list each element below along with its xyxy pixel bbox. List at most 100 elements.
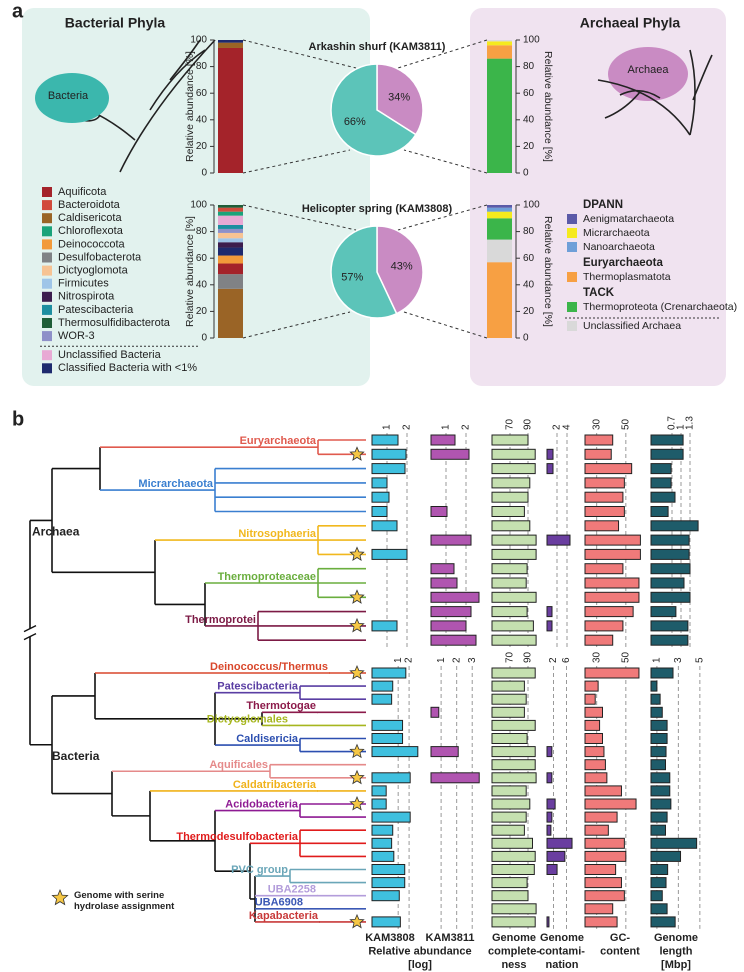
bar bbox=[584, 864, 617, 875]
legend-swatch bbox=[42, 187, 52, 197]
serine-hydrolase-star bbox=[349, 664, 365, 680]
star-legend-label: Genome with serine hydrolase assignment bbox=[74, 890, 175, 912]
bar bbox=[584, 706, 603, 718]
bar bbox=[491, 448, 536, 460]
bar bbox=[650, 634, 689, 646]
bar bbox=[491, 746, 536, 758]
legend-label: Micrarchaeota bbox=[583, 227, 650, 239]
legend-heading: TACK bbox=[583, 287, 615, 299]
bar bbox=[491, 434, 529, 446]
bar bbox=[546, 850, 566, 862]
legend-label: Bacteroidota bbox=[58, 199, 121, 211]
legend-label: Unclassified Bacteria bbox=[58, 349, 162, 361]
serine-hydrolase-star bbox=[349, 446, 365, 461]
clade-label: Nitrosophaeria bbox=[238, 528, 317, 540]
x-tick-label: 90 bbox=[523, 418, 534, 430]
bar bbox=[430, 772, 480, 784]
bar-segment bbox=[487, 218, 512, 240]
serine-hydrolase-star bbox=[349, 913, 365, 929]
bar bbox=[650, 520, 699, 532]
y-tick-label: 80 bbox=[523, 226, 535, 237]
x-tick-label: 70 bbox=[505, 418, 516, 430]
clade-label: Deinococcus/Thermus bbox=[210, 661, 328, 673]
bar bbox=[650, 890, 663, 902]
bar bbox=[650, 746, 667, 758]
clade-label: Micrarchaeota bbox=[138, 478, 213, 490]
x-tick-label: 2 bbox=[552, 424, 563, 430]
y-tick-label: 60 bbox=[196, 88, 208, 99]
legend-swatch bbox=[567, 242, 577, 252]
bar bbox=[584, 850, 627, 862]
bar bbox=[371, 824, 394, 836]
bar bbox=[491, 520, 531, 532]
bar bbox=[584, 693, 596, 705]
y-tick-label: 40 bbox=[196, 114, 208, 125]
bar bbox=[584, 520, 620, 532]
legend-swatch bbox=[42, 318, 52, 328]
clade-label: Acidobacteria bbox=[225, 798, 299, 810]
bar bbox=[584, 746, 605, 758]
column-label: [Mbp] bbox=[661, 959, 691, 971]
clade-label: PVC group bbox=[231, 864, 288, 876]
domain-label: Bacteria bbox=[52, 749, 100, 763]
column-label: Genome bbox=[492, 932, 536, 944]
legend-label: WOR-3 bbox=[58, 330, 95, 342]
y-tick-label: 40 bbox=[523, 279, 535, 290]
y-tick-label: 60 bbox=[523, 88, 535, 99]
bar bbox=[650, 837, 698, 849]
x-tick-label: 1 bbox=[676, 424, 687, 430]
bar bbox=[546, 798, 556, 810]
bar bbox=[650, 534, 690, 546]
bar bbox=[546, 534, 571, 546]
bar bbox=[491, 824, 525, 836]
bar bbox=[584, 634, 614, 646]
bar-segment bbox=[487, 207, 512, 212]
bar bbox=[546, 824, 552, 836]
bar bbox=[584, 680, 599, 692]
bar bbox=[371, 733, 404, 744]
bar bbox=[430, 620, 467, 632]
bar bbox=[584, 811, 618, 823]
icon-label: Bacteria bbox=[48, 90, 89, 102]
clade-label: Dictyoglomales bbox=[207, 713, 288, 725]
bar bbox=[584, 606, 634, 618]
bar bbox=[491, 785, 527, 797]
bar bbox=[491, 680, 525, 692]
bar bbox=[546, 448, 554, 460]
bar bbox=[650, 864, 669, 875]
bar bbox=[584, 506, 625, 517]
bar-segment bbox=[487, 262, 512, 338]
axis-break bbox=[23, 632, 37, 641]
x-tick-label: 1 bbox=[652, 657, 663, 663]
y-tick-label: 60 bbox=[523, 253, 535, 264]
pie-label: 43% bbox=[391, 260, 413, 272]
pie-label: 34% bbox=[388, 92, 410, 104]
legend-heading: Euryarchaeota bbox=[583, 257, 664, 269]
bar bbox=[584, 824, 609, 836]
clade-label: Thermodesulfobacteria bbox=[176, 831, 299, 843]
column-label: Genome bbox=[654, 932, 698, 944]
bar bbox=[430, 746, 459, 758]
bar bbox=[584, 719, 601, 731]
bar-segment bbox=[218, 255, 243, 264]
x-tick-label: 50 bbox=[620, 418, 631, 430]
bar bbox=[430, 563, 455, 575]
legend-swatch bbox=[567, 302, 577, 312]
bar bbox=[546, 916, 550, 928]
bar bbox=[584, 548, 641, 560]
legend-label: Thermosulfidibacterota bbox=[58, 317, 171, 329]
bar-segment bbox=[218, 207, 243, 212]
axis-break bbox=[24, 628, 36, 637]
clade-label: Kapabacteria bbox=[249, 910, 319, 922]
bar bbox=[371, 890, 400, 902]
bar-segment bbox=[218, 288, 243, 338]
bar bbox=[491, 693, 527, 705]
legend-label: Aenigmatarchaeota bbox=[583, 213, 674, 225]
x-tick-label: 1 bbox=[393, 657, 404, 663]
y-tick-label: 0 bbox=[523, 333, 529, 344]
legend-label: Firmicutes bbox=[58, 278, 109, 290]
bar bbox=[491, 577, 527, 589]
bar bbox=[491, 548, 537, 560]
bar bbox=[371, 719, 404, 731]
legend-label: Desulfobacterota bbox=[58, 251, 142, 263]
